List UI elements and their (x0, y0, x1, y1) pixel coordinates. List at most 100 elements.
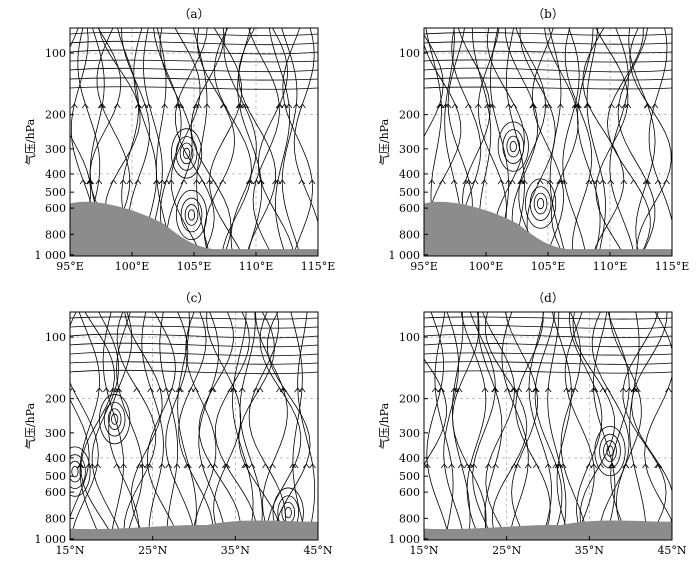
panel-d-x-tick-label: 35°N (575, 544, 604, 557)
panel-c-arrow (280, 387, 288, 393)
panel-b-arrow (545, 103, 553, 109)
panel-d-arrow (448, 463, 455, 469)
panel-a-arrow (135, 103, 142, 109)
panel-c-terrain (70, 520, 318, 540)
panel-a-x-tick-label: 115°E (301, 260, 336, 273)
panel-b-arrow (621, 103, 629, 109)
panel-c-y-tick-label: 400 (45, 452, 66, 465)
panel-b-arrow (620, 179, 628, 185)
panel-c-arrow (252, 387, 260, 393)
panel-d-y-tick-label: 100 (399, 331, 420, 344)
panel-a-x-tick-label: 105°E (177, 260, 212, 273)
panel-a-arrow (145, 103, 153, 109)
panel-d-arrow (590, 463, 598, 469)
panel-a-label: （a） (178, 7, 209, 21)
panel-c-arrow (165, 463, 173, 469)
panel-b-arrow (510, 103, 518, 109)
panel-b-y-axis-title: 气压/hPa (377, 118, 391, 165)
panel-d-streamlines (424, 312, 672, 540)
panel-c-arrow (221, 463, 229, 469)
panel-b-arrow (557, 103, 564, 109)
panel-c-arrow (207, 463, 214, 469)
panel-c-arrow (192, 387, 199, 393)
panel-a-arrow (95, 179, 103, 185)
panel-a-arrow (276, 103, 284, 109)
panel-b-label: （b） (532, 7, 564, 21)
panel-d-arrow (590, 387, 597, 393)
panel-b-y-tick-label: 100 (399, 47, 420, 60)
panel-b-arrow (465, 179, 473, 185)
panel-b-x-tick-label: 100°E (469, 260, 504, 273)
panel-c-arrow (302, 463, 310, 469)
panel-a-y-tick-label: 500 (45, 186, 66, 199)
panel-a-y-tick-label: 800 (45, 228, 66, 241)
panel-b-x-tick-label: 95°E (410, 260, 438, 273)
panel-b-arrow (615, 103, 623, 109)
panel-c-arrow (115, 387, 122, 393)
panel-c-arrow (294, 387, 302, 393)
panel-a-arrow (236, 103, 244, 109)
panel-c-arrow (102, 387, 110, 393)
panel-c-arrow (230, 387, 238, 393)
panel-c-arrow (109, 387, 117, 393)
panel-d-arrow (491, 387, 498, 393)
panel-c-arrow (173, 463, 181, 469)
panel-a-arrow (87, 179, 94, 185)
panel-a-arrow (275, 103, 283, 109)
panel-b-arrow (642, 179, 650, 185)
panel-b-arrow (428, 179, 436, 185)
panel-c-arrow (309, 463, 316, 469)
panel-b-arrow (529, 103, 537, 109)
panel-d-x-tick-label: 45°N (657, 544, 686, 557)
panel-c-y-tick-label: 100 (45, 331, 66, 344)
panel-d-arrow (642, 463, 649, 469)
panel-a-arrow (308, 179, 316, 185)
panel-d-arrow (457, 463, 465, 469)
panel-b-arrow (536, 179, 544, 185)
panel-d-arrow (631, 387, 639, 393)
panel-a-arrow (281, 103, 288, 109)
panel-b-y-tick-label: 400 (399, 168, 420, 181)
panel-b-arrow (444, 103, 452, 109)
panel-a-arrow (86, 179, 94, 185)
panel-c-arrow (168, 387, 176, 393)
panel-b-arrow (439, 179, 446, 185)
panel-b: （b） 气压/hPa 95°E 100°E 105°E 110°E 115°E 100 200 3… (377, 7, 689, 273)
panel-a-x-tick-label: 95°E (56, 260, 84, 273)
panel-d-x-tick-label: 15°N (409, 544, 438, 557)
panel-b-vortex (497, 121, 529, 172)
panel-a-y-tick-label: 400 (45, 168, 66, 181)
panel-c-arrow (77, 463, 85, 469)
panel-c-arrow (208, 387, 215, 393)
panel-c-x-tick-label: 45°N (303, 544, 332, 557)
panel-b-arrow (465, 103, 472, 109)
panel-d-y-tick-label: 200 (399, 393, 420, 406)
panel-b-arrow (584, 103, 592, 109)
panel-d-arrow (654, 463, 661, 469)
panel-b-y-tick-label: 800 (399, 228, 420, 241)
panel-c-arrow (133, 387, 141, 393)
panel-d-arrow (622, 463, 630, 469)
panel-d-arrow (463, 463, 471, 469)
panel-c-streamlines (70, 312, 318, 540)
panel-c-arrow (198, 463, 206, 469)
panel-d-arrow (438, 387, 445, 393)
panel-c-frame (69, 311, 319, 541)
panel-b-y-tick-label: 300 (399, 143, 420, 156)
panel-c-arrow (289, 463, 297, 469)
panel-c-arrow (147, 387, 154, 393)
panel-b-y-tick-label: 1 000 (389, 249, 421, 262)
panel-c-arrow (95, 387, 103, 393)
panel-b-arrow (607, 179, 615, 185)
panel-a-arrow (55, 104, 61, 108)
panel-a-arrow (195, 103, 202, 109)
panel-a-arrow (173, 103, 181, 109)
panel-c-arrow (229, 387, 237, 393)
panel-c-vortex (70, 446, 91, 497)
panel-b-arrow (558, 179, 565, 185)
panel-b-arrow (630, 179, 637, 185)
panel-d-arrow (492, 463, 499, 469)
panel-d-arrow (440, 463, 448, 469)
panel-b-arrow (484, 103, 491, 109)
panel-d-y-tick-label: 600 (399, 486, 420, 499)
